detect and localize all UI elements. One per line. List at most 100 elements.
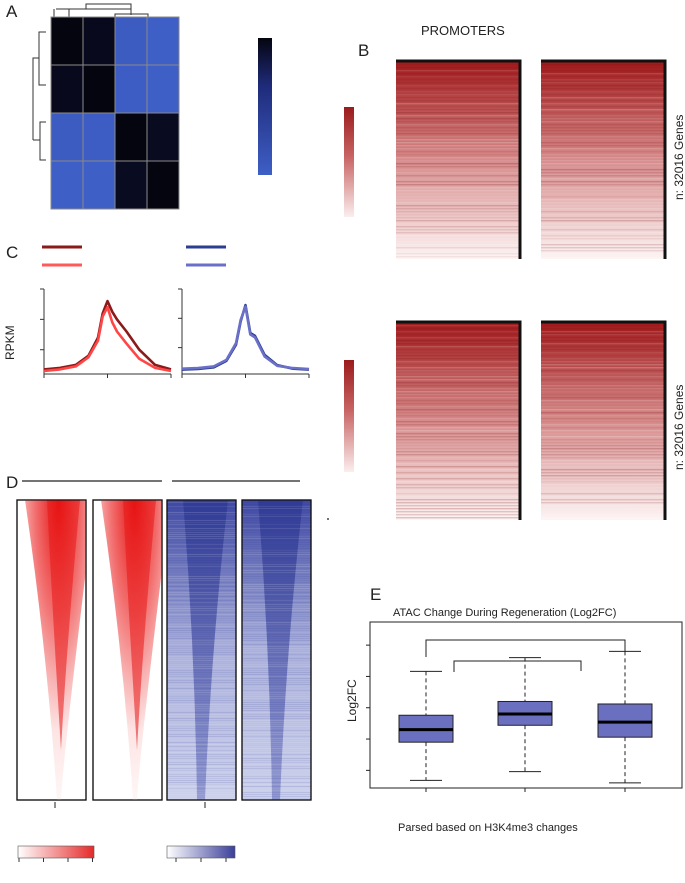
- heatmap-row: [396, 172, 520, 174]
- heatmap-row: [242, 606, 311, 607]
- heatmap-cell: [114, 64, 148, 114]
- heatmap-row: [396, 247, 520, 249]
- heatmap-row: [242, 666, 311, 667]
- heatmap-row: [242, 778, 311, 779]
- heatmap-row: [242, 528, 311, 529]
- heatmap-row: [242, 534, 311, 535]
- heatmap-row: [242, 560, 311, 561]
- heatmap-row: [396, 379, 520, 381]
- heatmap-row: [396, 454, 520, 456]
- heatmap-row: [242, 722, 311, 723]
- heatmap-row: [541, 433, 665, 435]
- panel-e-ylabel: Log2FC: [345, 679, 359, 722]
- heatmap-row: [396, 244, 520, 246]
- heatmap-row: [541, 220, 665, 222]
- heatmap-row: [541, 79, 665, 81]
- heatmap-row: [167, 574, 236, 575]
- heatmap-row: [396, 181, 520, 183]
- heatmap-row: [167, 718, 236, 719]
- heatmap-row: [167, 782, 236, 783]
- heatmap-row: [167, 792, 236, 793]
- heatmap-row: [541, 133, 665, 135]
- heatmap-row: [396, 457, 520, 459]
- heatmap-row: [396, 418, 520, 420]
- heatmap-row: [541, 439, 665, 441]
- heatmap-row: [242, 688, 311, 689]
- heatmap-row: [242, 760, 311, 761]
- heatmap-row: [242, 686, 311, 687]
- heatmap-row: [541, 226, 665, 228]
- heatmap-row: [541, 349, 665, 351]
- heatmap-row: [541, 124, 665, 126]
- heatmap-row: [396, 124, 520, 126]
- heatmap-row: [167, 714, 236, 715]
- heatmap-row: [167, 706, 236, 707]
- heatmap-row: [167, 704, 236, 705]
- heatmap-row: [242, 758, 311, 759]
- heatmap-row: [541, 151, 665, 153]
- heatmap-row: [167, 724, 236, 725]
- heatmap-row: [242, 524, 311, 525]
- panel-e-title: ATAC Change During Regeneration (Log2FC): [393, 607, 616, 619]
- heatmap-row: [396, 160, 520, 162]
- heatmap-row: [242, 580, 311, 581]
- heatmap-row: [541, 241, 665, 243]
- heatmap-row: [242, 724, 311, 725]
- heatmap-row: [242, 590, 311, 591]
- heatmap-row: [396, 391, 520, 393]
- heatmap-row: [242, 690, 311, 691]
- heatmap-row: [242, 664, 311, 665]
- panel-c-ylabel: RPKM: [3, 325, 17, 360]
- heatmap-row: [242, 554, 311, 555]
- heatmap-row: [396, 205, 520, 207]
- heatmap-row: [167, 738, 236, 739]
- heatmap-row: [396, 148, 520, 150]
- heatmap-row: [396, 232, 520, 234]
- heatmap-row: [242, 754, 311, 755]
- heatmap-row: [541, 256, 665, 258]
- heatmap-row: [541, 328, 665, 330]
- heatmap-row: [167, 568, 236, 569]
- heatmap-row: [242, 650, 311, 651]
- heatmap-row: [242, 502, 311, 503]
- heatmap-row: [541, 403, 665, 405]
- heatmap-row: [167, 786, 236, 787]
- heatmap-row: [242, 596, 311, 597]
- heatmap-row: [541, 340, 665, 342]
- heatmap-row: [167, 766, 236, 767]
- heatmap-row: [167, 608, 236, 609]
- heatmap-row: [167, 676, 236, 677]
- correlation-heatmap: [396, 61, 520, 259]
- heatmap-row: [396, 484, 520, 486]
- heatmap-row: [242, 632, 311, 633]
- heatmap-cell: [50, 160, 84, 210]
- panel-d-heatmaps: [16, 480, 312, 862]
- blue-scale-bar: [166, 845, 236, 859]
- heatmap-row: [541, 253, 665, 255]
- heatmap-row: [242, 680, 311, 681]
- heatmap-row: [242, 736, 311, 737]
- heatmap-row: [541, 382, 665, 384]
- heatmap-row: [242, 600, 311, 601]
- heatmap-row: [242, 550, 311, 551]
- heatmap-row: [396, 490, 520, 492]
- heatmap-row: [242, 604, 311, 605]
- heatmap-row: [167, 550, 236, 551]
- significance-bracket: [425, 639, 626, 657]
- heatmap-row: [167, 712, 236, 713]
- heatmap-row: [167, 546, 236, 547]
- heatmap-row: [167, 528, 236, 529]
- heatmap-row: [396, 343, 520, 345]
- heatmap-row: [242, 674, 311, 675]
- heatmap-row: [242, 740, 311, 741]
- heatmap-row: [541, 481, 665, 483]
- heatmap-row: [167, 722, 236, 723]
- heatmap-row: [541, 334, 665, 336]
- heatmap-row: [396, 193, 520, 195]
- heatmap-row: [167, 796, 236, 797]
- heatmap-row: [242, 648, 311, 649]
- heatmap-row: [242, 712, 311, 713]
- panel-e-xlabel: Parsed based on H3K4me3 changes: [398, 822, 578, 834]
- heatmap-row: [396, 136, 520, 138]
